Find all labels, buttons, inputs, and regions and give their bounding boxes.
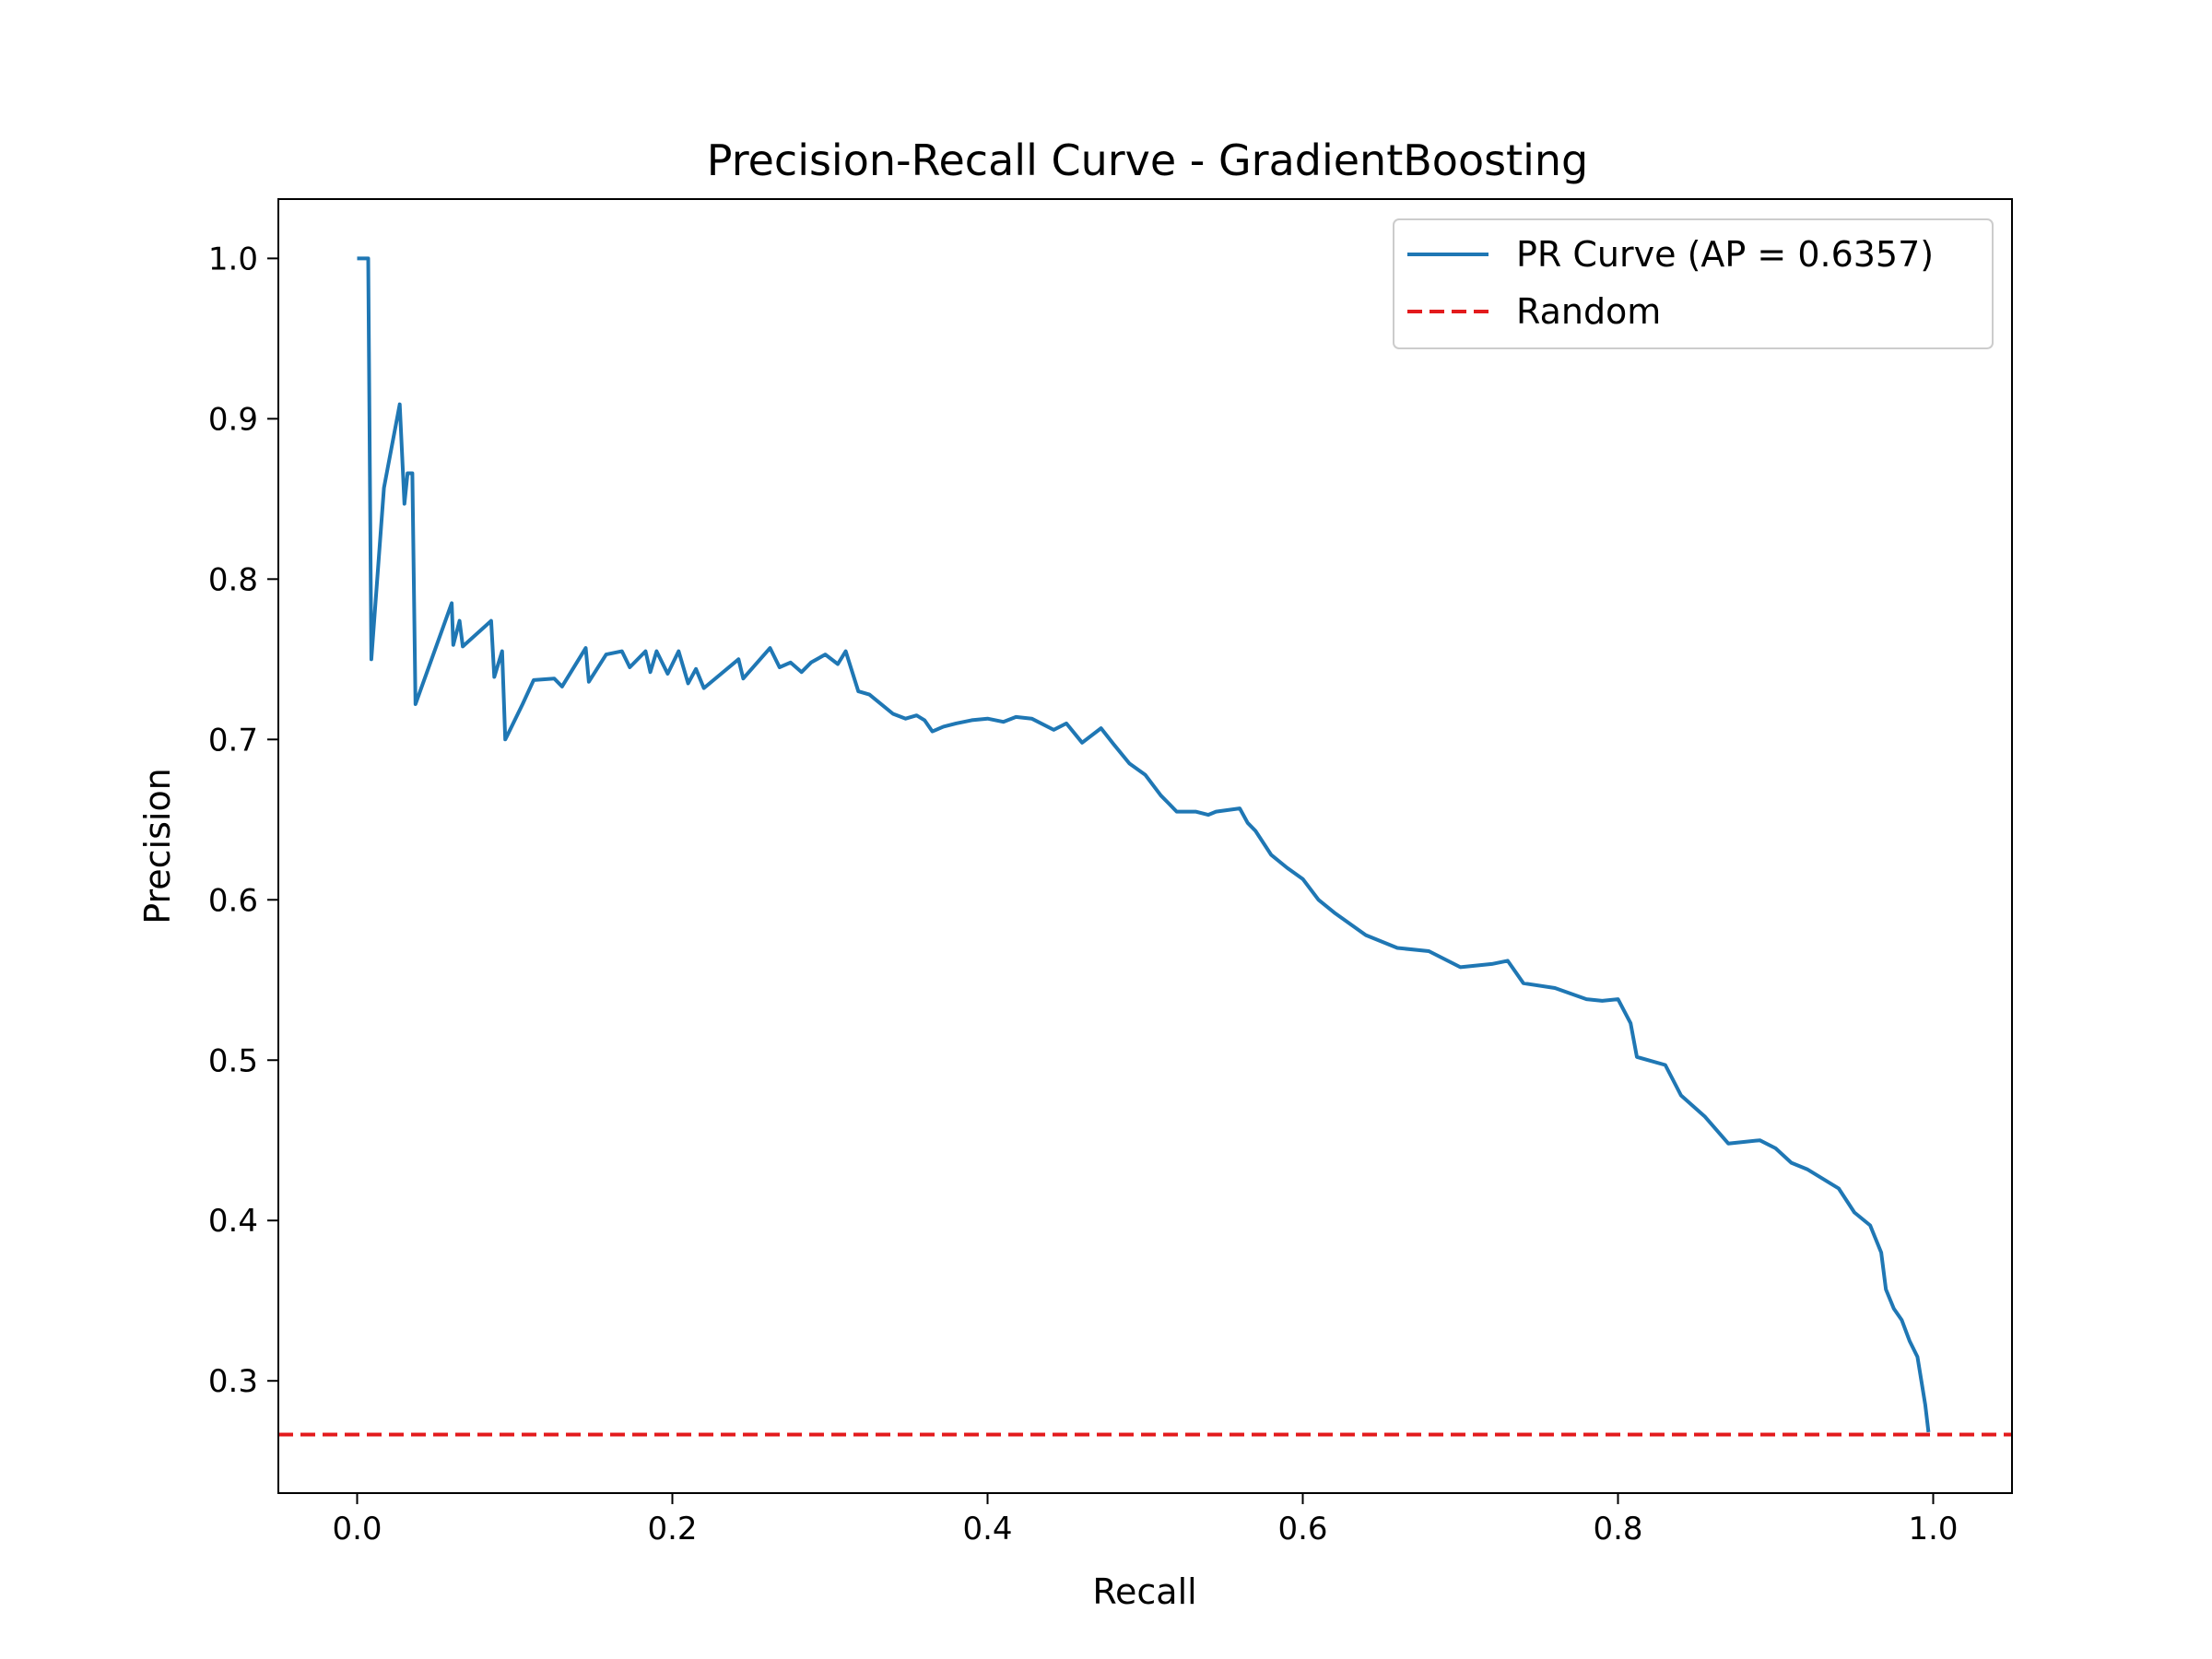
y-axis: 0.3 0.4 0.5 0.6 0.7 0.8 0.9 1.0 <box>208 241 278 1400</box>
y-tick-label: 0.6 <box>208 882 258 919</box>
legend: PR Curve (AP = 0.6357) Random <box>1393 218 1994 349</box>
y-tick-label: 0.5 <box>208 1042 258 1079</box>
series-layer <box>278 256 2012 1437</box>
legend-entry-random: Random <box>1516 291 1661 332</box>
x-axis: 0.0 0.2 0.4 0.6 0.8 1.0 <box>332 1493 1959 1547</box>
x-tick-label: 1.0 <box>1908 1511 1958 1547</box>
pr-curve-line <box>357 256 1931 1433</box>
y-axis-label: Precision <box>137 768 178 924</box>
x-tick-label: 0.8 <box>1593 1511 1642 1547</box>
y-tick-label: 0.3 <box>208 1363 258 1400</box>
legend-entry-pr-curve: PR Curve (AP = 0.6357) <box>1516 234 1934 275</box>
x-tick-label: 0.2 <box>647 1511 697 1547</box>
plot-frame <box>277 198 2013 1494</box>
chart-title: Precision-Recall Curve - GradientBoostin… <box>707 135 1588 185</box>
y-tick-label: 0.9 <box>208 401 258 438</box>
y-tick-label: 0.4 <box>208 1203 258 1240</box>
y-tick-label: 1.0 <box>208 241 258 277</box>
y-tick-label: 0.7 <box>208 722 258 759</box>
legend-box <box>1393 218 1994 349</box>
x-axis-label: Recall <box>1092 1571 1196 1612</box>
x-tick-label: 0.0 <box>332 1511 382 1547</box>
x-tick-label: 0.6 <box>1277 1511 1327 1547</box>
y-tick-label: 0.8 <box>208 561 258 598</box>
x-tick-label: 0.4 <box>962 1511 1012 1547</box>
